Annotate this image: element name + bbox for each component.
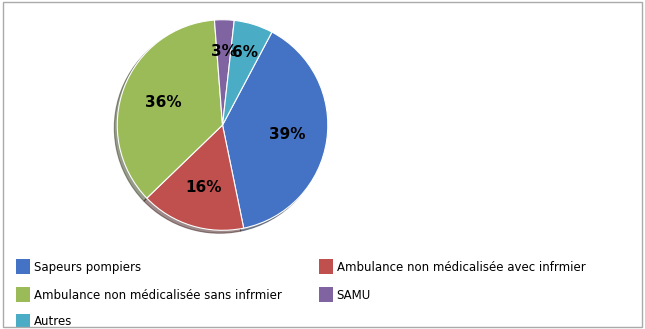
Text: 6%: 6% (232, 45, 258, 60)
Text: 36%: 36% (145, 95, 182, 110)
Wedge shape (147, 125, 244, 230)
Wedge shape (223, 20, 272, 125)
Wedge shape (117, 20, 223, 198)
Text: Autres: Autres (34, 315, 72, 328)
Text: 39%: 39% (269, 127, 305, 142)
Text: Ambulance non médicalisée avec infrmier: Ambulance non médicalisée avec infrmier (337, 261, 586, 274)
Text: 3%: 3% (211, 44, 237, 59)
Text: Sapeurs pompiers: Sapeurs pompiers (34, 261, 141, 274)
Wedge shape (214, 20, 234, 125)
Text: Ambulance non médicalisée sans infrmier: Ambulance non médicalisée sans infrmier (34, 289, 281, 302)
Wedge shape (223, 32, 328, 228)
Text: 16%: 16% (185, 180, 221, 195)
Text: SAMU: SAMU (337, 289, 371, 302)
